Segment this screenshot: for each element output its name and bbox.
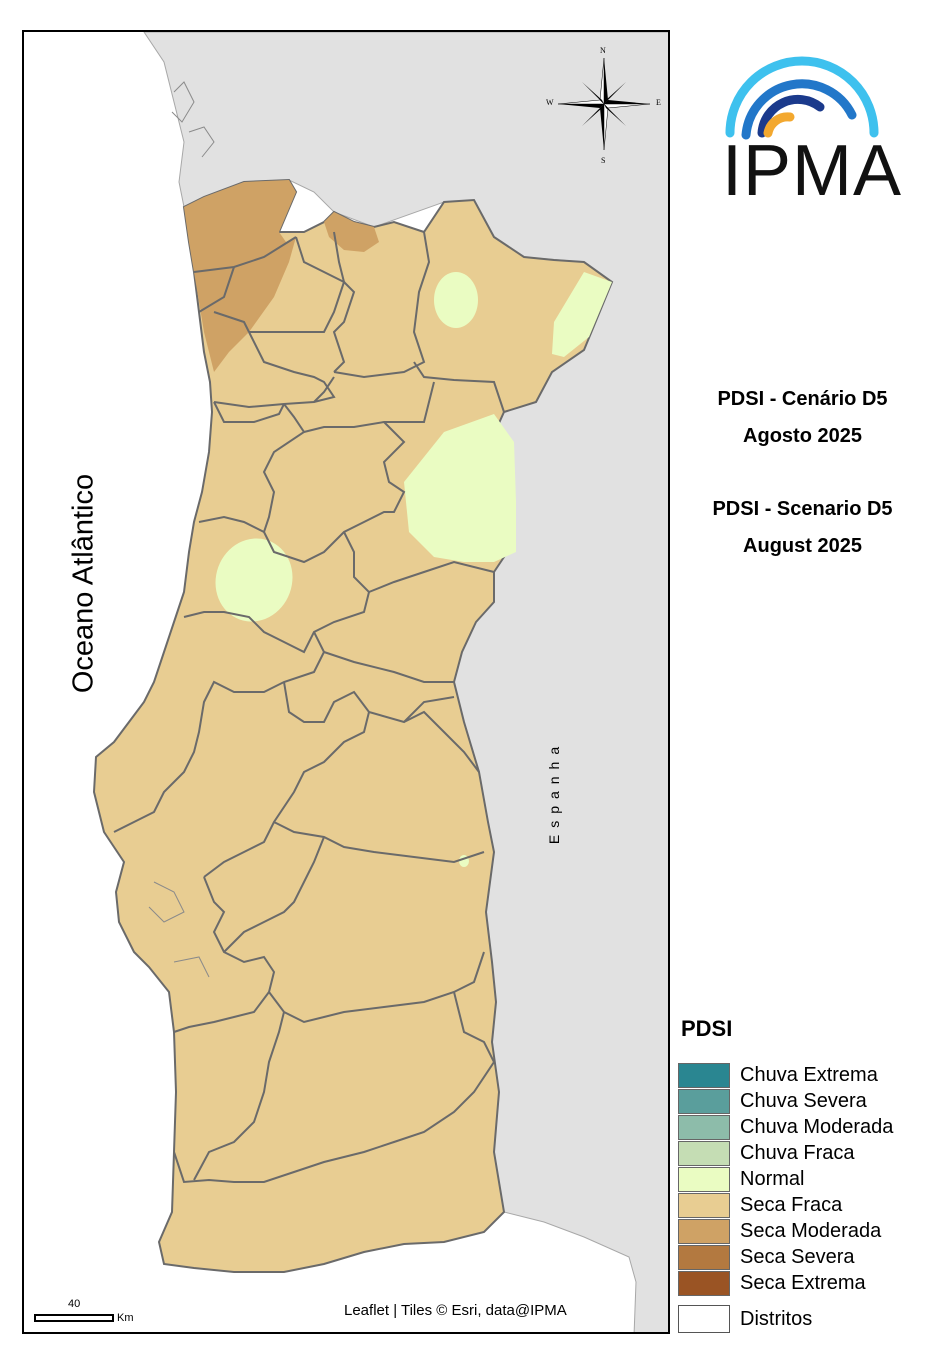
legend-label: Seca Extrema	[740, 1272, 866, 1295]
seca-moderada-nw	[184, 180, 296, 372]
legend: Chuva Extrema Chuva Severa Chuva Moderada C…	[678, 1062, 893, 1297]
legend-swatch	[678, 1219, 730, 1245]
legend-label: Normal	[740, 1167, 805, 1190]
legend-label-districts: Distritos	[740, 1307, 813, 1330]
title-pt-line1: PDSI - Cenário D5	[717, 388, 888, 410]
normal-patch-4	[215, 538, 293, 622]
normal-patch-3	[404, 414, 516, 562]
scale-bar	[34, 1314, 114, 1322]
title-pt-line2: Agosto 2025	[743, 425, 862, 447]
map-panel[interactable]: N S W E Oceano Atlântico Espanha 40 Km L…	[22, 30, 670, 1334]
coastline-details	[148, 81, 215, 978]
legend-label: Chuva Extrema	[740, 1063, 878, 1086]
scale-value: 40	[68, 1298, 81, 1310]
legend-item: Chuva Fraca	[678, 1140, 893, 1166]
legend-title: PDSI	[681, 1016, 733, 1041]
legend-swatch	[678, 1271, 730, 1297]
title-en-line1: PDSI - Scenario D5	[712, 498, 893, 520]
legend-label: Seca Moderada	[740, 1220, 882, 1243]
ocean-label: Oceano Atlântico	[67, 473, 100, 694]
legend-swatch	[678, 1245, 730, 1271]
normal-patch-2	[552, 272, 612, 357]
legend-item: Chuva Extrema	[678, 1062, 893, 1088]
legend-swatch	[678, 1062, 730, 1088]
legend-label: Seca Severa	[740, 1246, 855, 1269]
compass-east: E	[656, 98, 661, 107]
ipma-logo-arcs	[720, 55, 885, 150]
normal-patch-1	[434, 272, 478, 328]
compass-west: W	[546, 98, 554, 107]
legend-item: Normal	[678, 1166, 893, 1192]
legend-swatch	[678, 1193, 730, 1219]
district-borders	[113, 231, 505, 1184]
legend-item: Seca Extrema	[678, 1271, 893, 1297]
legend-item: Chuva Severa	[678, 1088, 893, 1114]
legend-districts: Distritos	[678, 1305, 812, 1333]
legend-swatch	[678, 1140, 730, 1166]
seca-moderada-north	[324, 212, 379, 252]
map-attribution[interactable]: Leaflet | Tiles © Esri, data@IPMA	[340, 1300, 571, 1321]
spain-label: Espanha	[546, 739, 562, 845]
title-en: PDSI - Scenario D5 August 2025	[670, 491, 935, 565]
compass-north: N	[600, 46, 606, 55]
legend-swatch	[678, 1088, 730, 1114]
legend-label: Chuva Moderada	[740, 1115, 894, 1138]
legend-label: Chuva Severa	[740, 1089, 867, 1112]
title-en-line2: August 2025	[743, 535, 862, 557]
scale-unit: Km	[117, 1312, 134, 1324]
legend-swatch-districts	[678, 1305, 730, 1333]
legend-label: Chuva Fraca	[740, 1141, 855, 1164]
compass-south: S	[601, 156, 606, 165]
ipma-logo-text: IPMA	[722, 131, 903, 211]
legend-item: Seca Severa	[678, 1245, 893, 1271]
legend-item: Seca Moderada	[678, 1219, 893, 1245]
title-pt: PDSI - Cenário D5 Agosto 2025	[670, 381, 935, 455]
portugal-pdsi-map	[92, 32, 668, 1332]
legend-swatch	[678, 1114, 730, 1140]
legend-item: Seca Fraca	[678, 1192, 893, 1219]
legend-item: Chuva Moderada	[678, 1114, 893, 1140]
legend-label: Seca Fraca	[740, 1194, 843, 1217]
legend-swatch	[678, 1166, 730, 1192]
